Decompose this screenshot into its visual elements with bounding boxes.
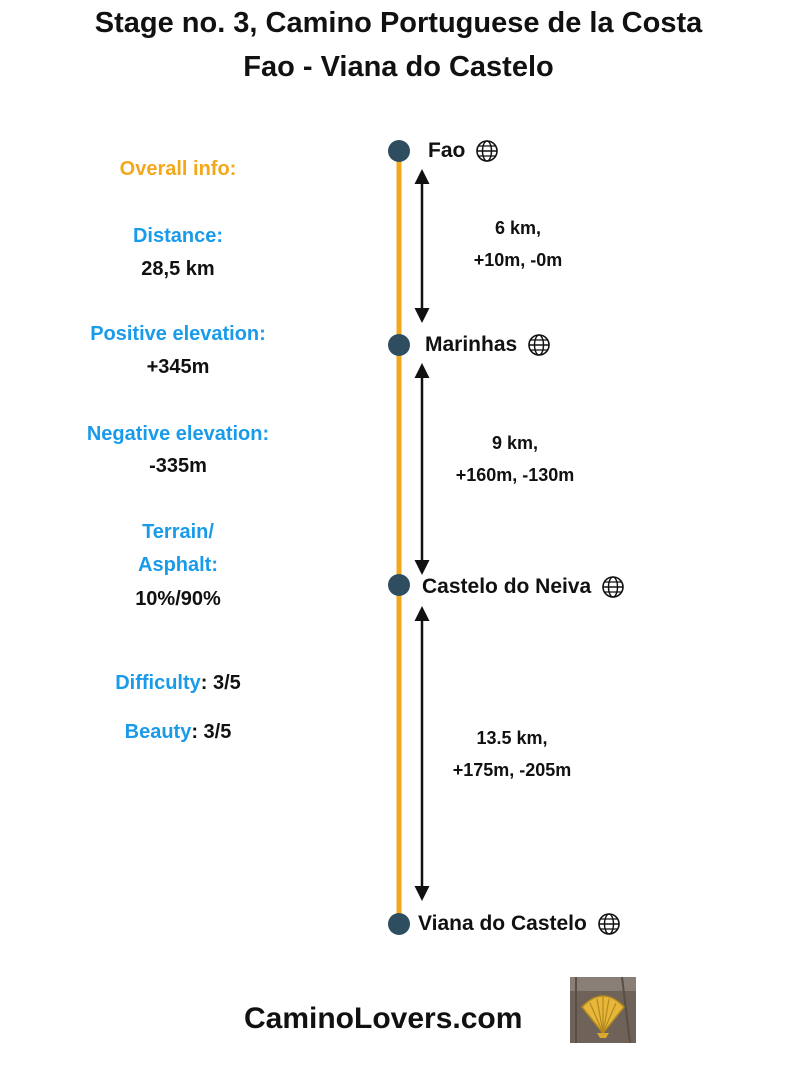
positive-elevation-label: Positive elevation: — [90, 323, 266, 345]
beauty-row: Beauty: 3/5 — [0, 717, 356, 747]
stop-dot-marinhas — [388, 334, 410, 356]
negative-elevation-label: Negative elevation: — [86, 423, 270, 445]
segment-elevation: +175m, -205m — [452, 760, 572, 780]
stop-name: Marinhas — [425, 333, 518, 356]
stop-name: Viana do Castelo — [418, 912, 587, 935]
segment-elevation: +160m, -130m — [455, 465, 575, 485]
segment-distance: 6 km, — [494, 218, 542, 238]
page-title: Stage no. 3, Camino Portuguese de la Cos… — [94, 7, 703, 39]
globe-icon[interactable] — [597, 912, 621, 936]
stop-name: Castelo do Neiva — [422, 575, 592, 598]
globe-icon[interactable] — [475, 139, 499, 163]
globe-icon[interactable] — [527, 333, 551, 357]
terrain-label-line1: Terrain/ — [142, 521, 214, 543]
globe-icon[interactable] — [601, 575, 625, 599]
stop-viana-do-castelo: Viana do Castelo — [418, 911, 621, 937]
stop-fao: Fao — [428, 138, 499, 164]
page-subtitle: Fao - Viana do Castelo — [243, 51, 554, 83]
segment-info-3: 13.5 km, +175m, -205m — [412, 722, 612, 786]
site-brand[interactable]: CaminoLovers.com — [244, 1002, 523, 1035]
segment-elevation: +10m, -0m — [473, 250, 563, 270]
positive-elevation-value: +345m — [146, 356, 210, 378]
segment-distance: 9 km, — [491, 433, 539, 453]
terrain-value: 10%/90% — [135, 588, 221, 610]
segment-info-2: 9 km, +160m, -130m — [415, 427, 615, 491]
scallop-shell-icon — [570, 976, 636, 1044]
stop-name: Fao — [428, 139, 466, 162]
difficulty-value: : 3/5 — [200, 672, 241, 694]
stop-marinhas: Marinhas — [425, 332, 551, 358]
negative-elevation-value: -335m — [149, 455, 207, 477]
stop-castelo-do-neiva: Castelo do Neiva — [422, 574, 625, 600]
distance-value: 28,5 km — [141, 258, 215, 280]
segment-info-1: 6 km, +10m, -0m — [418, 212, 618, 276]
segment-distance: 13.5 km, — [476, 728, 548, 748]
overall-info-heading: Overall info: — [119, 158, 237, 180]
stop-dot-castelo-do-neiva — [388, 574, 410, 596]
difficulty-label: Difficulty — [115, 672, 201, 694]
terrain-label-line2: Asphalt: — [138, 554, 218, 576]
stop-dot-viana-do-castelo — [388, 913, 410, 935]
stop-dot-fao — [388, 140, 410, 162]
beauty-value: : 3/5 — [191, 721, 232, 743]
beauty-label: Beauty — [124, 721, 192, 743]
distance-label: Distance: — [132, 225, 224, 247]
difficulty-row: Difficulty: 3/5 — [0, 668, 356, 698]
